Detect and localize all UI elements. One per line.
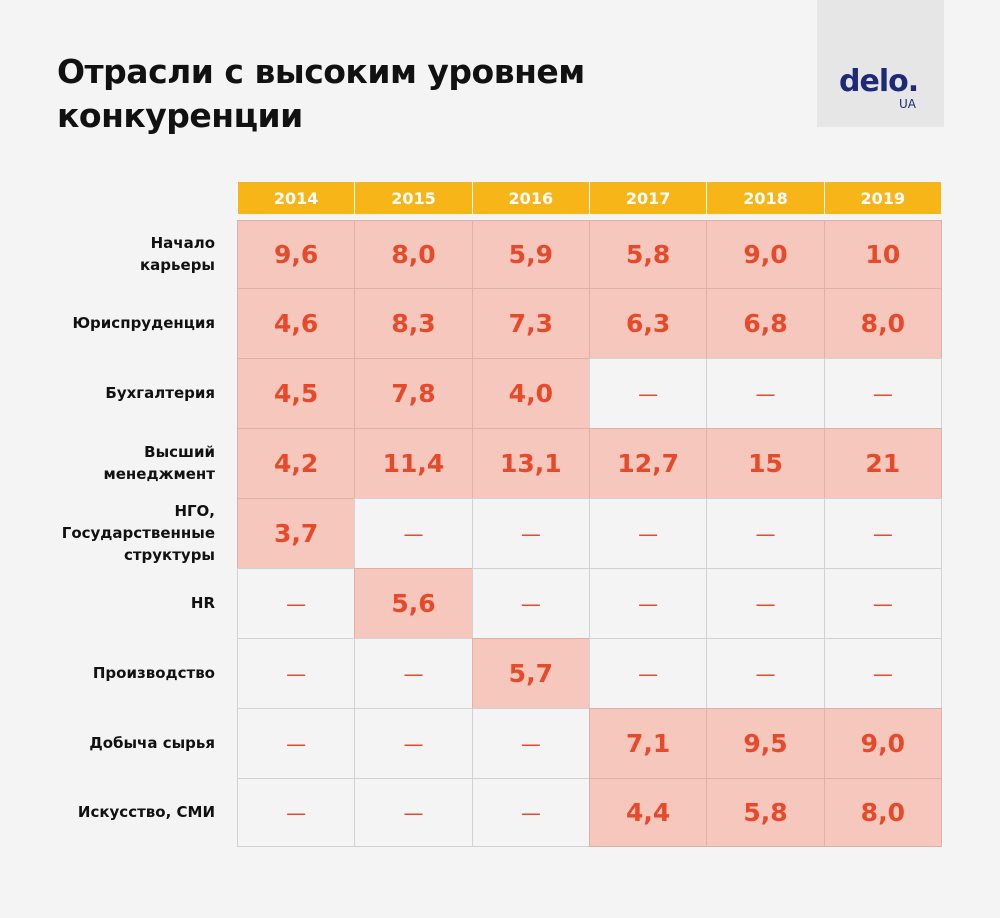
title: Отрасли с высоким уровнем конкуренции: [57, 52, 585, 135]
table-cell: —: [706, 498, 825, 569]
table-cell: 8,0: [354, 220, 473, 289]
column-header: 2018: [706, 182, 824, 214]
row-label: Искусство, СМИ: [77, 803, 215, 821]
table-cell: 5,9: [471, 220, 590, 289]
table-cell: —: [823, 638, 942, 709]
table-cell: 5,7: [471, 638, 590, 709]
table-cell: —: [706, 358, 825, 429]
table-cell: 4,5: [237, 358, 356, 429]
table-cell: 4,0: [471, 358, 590, 429]
table-cell: 9,0: [706, 220, 825, 289]
table-cell: 9,6: [237, 220, 356, 289]
table-cell: 15: [706, 428, 825, 499]
table-cell: —: [589, 638, 708, 709]
table-cell: 5,6: [354, 568, 473, 639]
column-header: 2015: [354, 182, 472, 214]
table-cell: —: [706, 638, 825, 709]
column-header: 2014: [237, 182, 355, 214]
table-cell: —: [589, 358, 708, 429]
table-cell: —: [589, 498, 708, 569]
table-cell: 8,0: [823, 288, 942, 359]
table-cell: —: [237, 778, 356, 847]
table-cell: —: [354, 498, 473, 569]
row-label: HR: [190, 594, 215, 612]
logo-text: delo.: [839, 64, 919, 99]
table-cell: —: [823, 358, 942, 429]
table-cell: —: [237, 708, 356, 779]
table-cell: —: [706, 568, 825, 639]
table-cell: —: [237, 568, 356, 639]
table-cell: 6,3: [589, 288, 708, 359]
table-cell: 4,6: [237, 288, 356, 359]
table-cell: —: [471, 498, 590, 569]
table-cell: 9,0: [823, 708, 942, 779]
table-cell: 21: [823, 428, 942, 499]
row-label: Юриспруденция: [72, 314, 215, 332]
logo-subtext: UA: [899, 97, 916, 111]
table-cell: 4,4: [589, 778, 708, 847]
column-header: 2017: [589, 182, 707, 214]
row-label: НГО, Государственные структуры: [61, 502, 215, 564]
column-header: 2019: [823, 182, 941, 214]
table-cell: 4,2: [237, 428, 356, 499]
table-cell: 8,3: [354, 288, 473, 359]
table-cell: —: [823, 498, 942, 569]
table-cell: —: [823, 568, 942, 639]
table-cell: —: [471, 708, 590, 779]
table-cell: 8,0: [823, 778, 942, 847]
table-cell: 7,8: [354, 358, 473, 429]
table-cell: —: [354, 778, 473, 847]
table-cell: 7,1: [589, 708, 708, 779]
table-cell: 13,1: [471, 428, 590, 499]
table-cell: —: [354, 638, 473, 709]
table-cell: 5,8: [589, 220, 708, 289]
column-header: 2016: [471, 182, 589, 214]
table-cell: 11,4: [354, 428, 473, 499]
table-cell: —: [471, 778, 590, 847]
logo: delo. UA: [817, 0, 944, 127]
table-cell: 5,8: [706, 778, 825, 847]
table-cell: 3,7: [237, 498, 356, 569]
table-cell: 7,3: [471, 288, 590, 359]
table-cell: —: [471, 568, 590, 639]
row-label: Высший менеджмент: [103, 443, 215, 483]
table-cell: 6,8: [706, 288, 825, 359]
table-cell: —: [589, 568, 708, 639]
row-label: Начало карьеры: [140, 234, 215, 274]
table-cell: 12,7: [589, 428, 708, 499]
table-cell: —: [354, 708, 473, 779]
row-label: Добыча сырья: [89, 734, 215, 752]
row-label: Производство: [92, 664, 215, 682]
row-label: Бухгалтерия: [105, 384, 215, 402]
table-cell: —: [237, 638, 356, 709]
table-cell: 10: [823, 220, 942, 289]
table-cell: 9,5: [706, 708, 825, 779]
